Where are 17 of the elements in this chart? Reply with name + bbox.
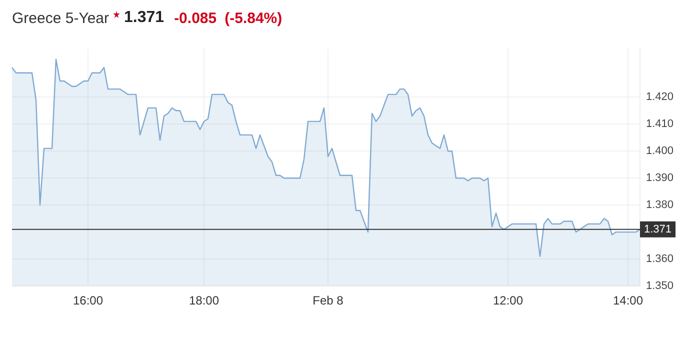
y-tick-label: 1.350 (646, 280, 674, 292)
text: (-5.84%) (224, 10, 282, 26)
y-tick-label: 1.400 (646, 145, 674, 158)
x-tick-label: 16:00 (72, 294, 104, 308)
y-tick-label: 1.360 (646, 253, 674, 266)
x-tick-label: 18:00 (188, 294, 220, 308)
x-tick-label: 12:00 (492, 294, 524, 308)
x-tick-label: Feb 8 (312, 294, 344, 308)
text: -0.085 (174, 10, 217, 26)
y-tick-label: 1.420 (646, 91, 674, 104)
text: 1.371 (124, 9, 164, 27)
ref-line-label: 1.371 (644, 223, 672, 236)
x-tick-label: 14:00 (612, 294, 644, 308)
chart-title: Greece 5-Year (12, 10, 110, 26)
y-tick-label: 1.390 (646, 172, 674, 184)
y-tick-label: 1.410 (646, 118, 674, 130)
y-tick-label: 1.380 (646, 199, 674, 212)
